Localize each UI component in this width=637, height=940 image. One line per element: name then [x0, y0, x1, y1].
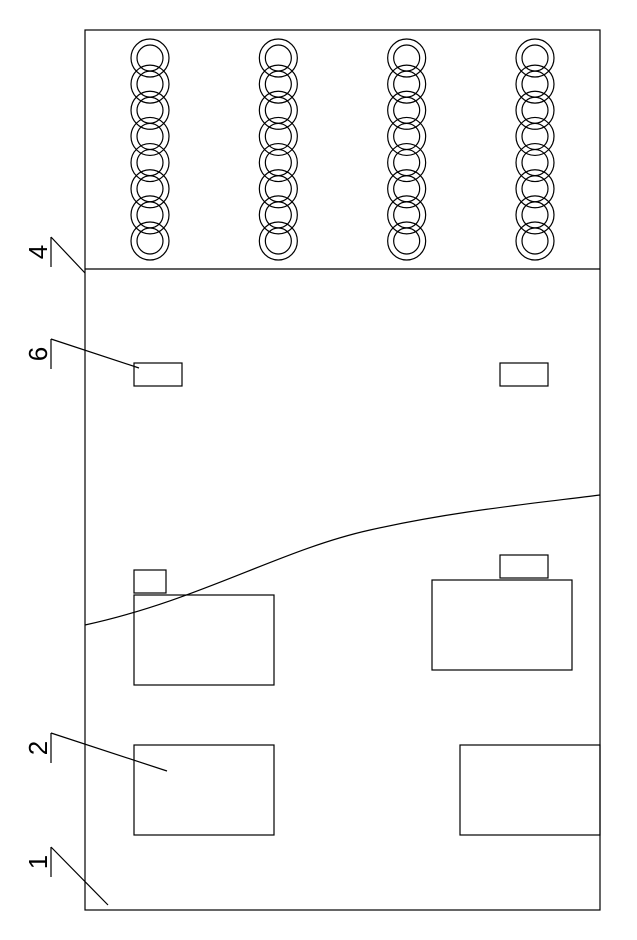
callout-label: 1: [23, 855, 53, 869]
background: [0, 0, 637, 940]
technical-diagram: 4 6 1 2: [0, 0, 637, 940]
callout-label: 2: [23, 741, 53, 755]
callout-label: 6: [23, 347, 53, 361]
callout-label: 4: [23, 245, 53, 259]
